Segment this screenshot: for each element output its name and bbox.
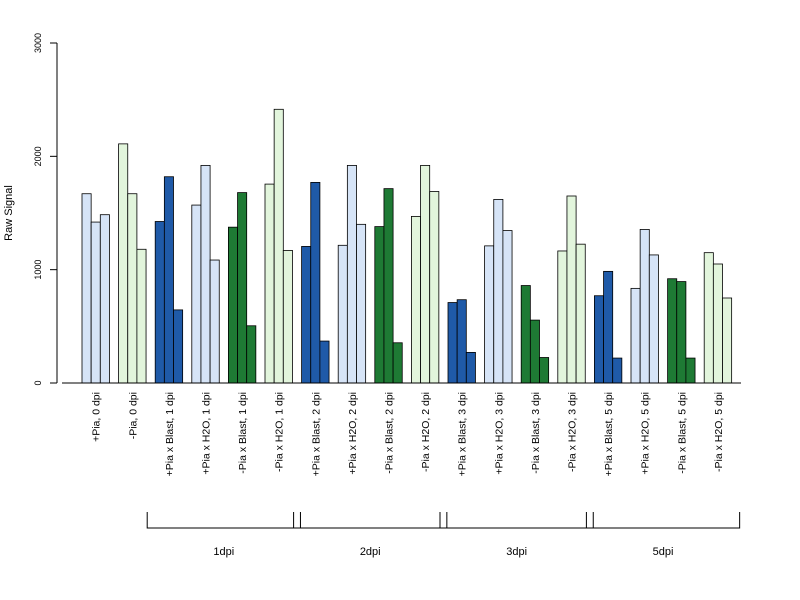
group-brackets: 1dpi 2dpi 3dpi 5dpi xyxy=(146,512,741,558)
bar xyxy=(420,164,431,384)
bar xyxy=(685,357,696,384)
bar xyxy=(273,108,284,384)
bar xyxy=(502,230,513,384)
bar xyxy=(566,195,577,384)
category-label: -Pia x Blast, 3 dpi xyxy=(530,392,542,474)
bar xyxy=(392,342,403,384)
bar xyxy=(374,226,385,384)
group-label: 1dpi xyxy=(213,546,234,558)
bar xyxy=(557,250,568,384)
bar xyxy=(410,215,421,384)
bars xyxy=(81,108,733,384)
y-axis-title: Raw Signal xyxy=(3,185,15,241)
y-tick-label: 3000 xyxy=(33,33,43,53)
bar xyxy=(99,214,110,384)
bar xyxy=(648,254,659,384)
category-label: +Pia x Blast, 1 dpi xyxy=(164,392,176,476)
bar xyxy=(520,285,531,384)
bar xyxy=(346,164,357,384)
category-label: -Pia x H2O, 5 dpi xyxy=(713,392,725,472)
category-label: +Pia x H2O, 2 dpi xyxy=(347,392,359,475)
category-label: -Pia x Blast, 1 dpi xyxy=(237,392,249,474)
bar xyxy=(447,302,458,384)
category-label: +Pia x Blast, 2 dpi xyxy=(310,392,322,476)
bar xyxy=(493,198,504,384)
bar xyxy=(209,259,220,384)
bar xyxy=(667,278,678,384)
bar xyxy=(337,244,348,384)
bar xyxy=(703,252,714,384)
group-bracket xyxy=(293,512,448,529)
bar xyxy=(310,181,321,384)
bar xyxy=(429,191,440,384)
category-label: +Pia x H2O, 1 dpi xyxy=(201,392,213,475)
category-label: -Pia x Blast, 2 dpi xyxy=(384,392,396,474)
bar xyxy=(282,249,293,384)
y-tick-label: 2000 xyxy=(33,146,43,166)
group-label: 2dpi xyxy=(360,546,381,558)
bar xyxy=(237,192,248,384)
bar xyxy=(383,188,394,384)
bar xyxy=(246,325,257,384)
group-label: 3dpi xyxy=(506,546,527,558)
bar xyxy=(127,193,138,384)
bar xyxy=(81,193,92,384)
category-label: -Pia x H2O, 2 dpi xyxy=(420,392,432,472)
bar xyxy=(465,351,476,384)
bar xyxy=(712,263,723,384)
bar xyxy=(173,309,184,384)
category-labels: +Pia, 0 dpi -Pia, 0 dpi +Pia x Blast, 1 dp… xyxy=(91,392,725,476)
group-bracket xyxy=(585,512,741,529)
y-tick-label: 0 xyxy=(33,380,43,385)
category-label: +Pia x H2O, 5 dpi xyxy=(640,392,652,475)
bar xyxy=(200,164,211,384)
bar xyxy=(163,176,174,384)
bar xyxy=(603,270,614,384)
category-label: -Pia x Blast, 5 dpi xyxy=(676,392,688,474)
category-label: +Pia, 0 dpi xyxy=(91,392,103,442)
y-tick-label: 1000 xyxy=(33,260,43,280)
bar xyxy=(118,143,129,384)
bar xyxy=(594,295,604,384)
bar xyxy=(676,281,687,384)
category-label: -Pia x H2O, 1 dpi xyxy=(274,392,286,472)
bar xyxy=(356,223,367,384)
bar xyxy=(319,340,330,384)
bar xyxy=(227,226,238,384)
bar xyxy=(136,248,147,384)
group-bracket xyxy=(146,512,301,529)
bar xyxy=(90,221,101,384)
group-bracket xyxy=(439,512,594,529)
bar xyxy=(639,229,650,384)
group-label: 5dpi xyxy=(653,546,674,558)
category-label: +Pia x Blast, 3 dpi xyxy=(457,392,469,476)
bar xyxy=(191,204,202,384)
bar xyxy=(456,299,467,384)
y-axis: 0 1000 2000 3000 xyxy=(33,33,58,386)
bar xyxy=(484,245,495,384)
category-label: +Pia x Blast, 5 dpi xyxy=(603,392,615,476)
bar xyxy=(529,319,540,384)
bar xyxy=(154,221,165,384)
bar xyxy=(630,287,641,384)
bar xyxy=(575,243,586,384)
bar xyxy=(722,297,733,384)
category-label: -Pia, 0 dpi xyxy=(127,392,139,439)
bar xyxy=(264,183,275,384)
bar xyxy=(539,357,550,384)
category-label: +Pia x H2O, 3 dpi xyxy=(493,392,505,475)
bar xyxy=(612,357,623,384)
category-label: -Pia x H2O, 3 dpi xyxy=(567,392,579,472)
bar xyxy=(301,246,312,384)
